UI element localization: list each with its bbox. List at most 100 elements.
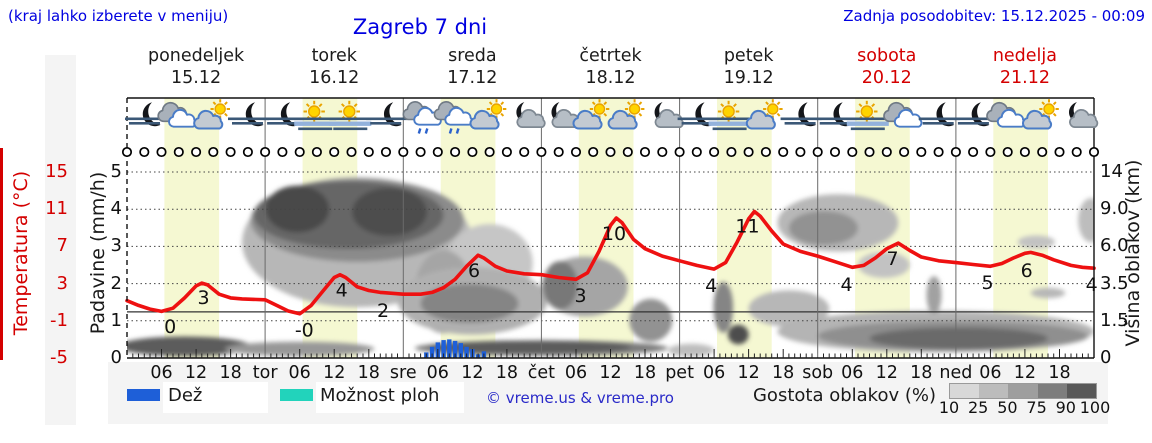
time-tick: 12	[184, 363, 208, 383]
time-tick: 18	[910, 363, 933, 383]
wind-calm-circle	[864, 146, 875, 158]
wind-calm-circle	[156, 146, 167, 158]
density-gradient-segment	[1037, 384, 1067, 398]
density-tick: 10	[938, 398, 960, 417]
day-date: 20.12	[861, 68, 912, 88]
wind-calm-circle	[1019, 146, 1030, 158]
weather-icon-moon-fog	[815, 102, 857, 127]
wind-calm-circle	[916, 146, 927, 158]
left-red-strip	[0, 148, 3, 360]
time-tick: 12	[1013, 363, 1037, 383]
time-tick: 12	[875, 363, 898, 383]
wind-calm-circle	[1054, 146, 1065, 158]
day-abbrev-tick: tor	[252, 363, 278, 383]
time-tick: 18	[1048, 363, 1071, 383]
temperature-value-label: 4	[840, 274, 852, 296]
wind-calm-circle	[260, 146, 271, 158]
wind-calm-circle	[570, 146, 582, 158]
temp-tick: 11	[45, 198, 68, 220]
density-gradient-segment	[1008, 384, 1038, 398]
time-tick: 12	[461, 363, 484, 383]
weather-icon-moon-fog	[918, 102, 960, 127]
wind-calm-circle	[225, 146, 236, 158]
cloud-height-tick: 9.0	[1100, 198, 1129, 220]
wind-calm-circle	[691, 146, 702, 158]
wind-calm-circle	[950, 146, 961, 158]
precip-tick: 1	[110, 309, 122, 331]
temperature-value-label: 6	[468, 260, 480, 282]
weather-icon-moon-fog	[780, 102, 822, 127]
temperature-value-label: 11	[735, 215, 759, 237]
time-tick: 18	[357, 363, 380, 383]
rain-swatch	[127, 389, 160, 401]
temp-tick: 7	[56, 235, 68, 257]
density-tick: 25	[968, 398, 989, 417]
wind-calm-circle	[829, 146, 841, 158]
temp-tick: -5	[50, 347, 68, 368]
wind-calm-circle	[899, 146, 910, 158]
time-tick: 12	[323, 363, 346, 383]
copyright-link[interactable]: © vreme.us & vreme.pro	[486, 389, 674, 407]
time-tick: 18	[219, 363, 242, 383]
day-date: 18.12	[585, 68, 636, 88]
density-tick: 75	[1026, 398, 1047, 417]
wind-calm-circle	[450, 146, 461, 158]
weather-icon-cloudy	[883, 101, 923, 128]
rain-bar	[447, 339, 452, 358]
wind-calm-circle	[346, 146, 357, 158]
time-tick: 12	[599, 363, 622, 383]
temperature-value-label: 3	[198, 287, 210, 309]
time-tick: 18	[772, 363, 795, 383]
weather-icon-moon-fog	[366, 102, 408, 127]
wind-calm-circle	[605, 146, 616, 158]
day-name: nedelja	[992, 46, 1058, 66]
precip-tick: 2	[110, 272, 122, 294]
weather-icon-moon-cloud	[1068, 102, 1099, 129]
wind-calm-circle	[139, 146, 150, 158]
day-date: 21.12	[999, 68, 1050, 88]
cloud-height-tick: 1.5	[1100, 309, 1129, 331]
wind-calm-circle	[881, 146, 892, 158]
precip-tick: 0	[110, 347, 122, 368]
showers-legend-label: Možnost ploh	[320, 385, 440, 406]
weather-icon-cloudy	[157, 101, 197, 128]
wind-calm-circle	[622, 146, 633, 158]
weather-icon-moon-fog	[263, 102, 305, 127]
last-update: Zadnja posodobitev: 15.12.2025 - 00:09	[843, 7, 1145, 25]
temperature-value-label: 4	[1086, 274, 1098, 296]
weather-icon-partly-sunny	[1022, 99, 1059, 130]
wind-calm-circle	[311, 146, 322, 158]
day-abbrev-tick: sre	[389, 363, 417, 383]
wind-calm-circle	[778, 146, 789, 158]
weather-icon-partly-sunny	[469, 99, 507, 130]
day-abbrev-tick: pet	[665, 363, 694, 383]
rain-bar	[429, 346, 435, 358]
temperature-value-label: 4	[705, 275, 717, 297]
temp-tick: 3	[56, 272, 68, 294]
weather-icon-moon-cloud	[654, 102, 684, 129]
day-date: 17.12	[447, 68, 498, 88]
time-tick: 06	[150, 363, 173, 383]
cloud-height-tick: 6.0	[1100, 235, 1129, 257]
wind-calm-circle	[726, 146, 737, 158]
wind-calm-circle	[415, 146, 426, 158]
rain-label-backdrop	[163, 382, 268, 413]
wind-calm-circle	[380, 146, 392, 158]
wind-calm-circle	[467, 146, 478, 158]
time-tick: 06	[702, 363, 726, 383]
wind-calm-circle	[432, 146, 443, 158]
density-tick: 90	[1055, 398, 1076, 417]
wind-calm-circle	[121, 146, 133, 158]
wind-calm-circle	[795, 146, 806, 158]
wind-calm-circle	[398, 146, 409, 158]
weather-icon-moon-fog	[677, 102, 719, 127]
day-name: petek	[723, 46, 774, 66]
showers-swatch	[280, 389, 313, 401]
cloud-height-tick: 0	[1100, 347, 1112, 368]
wind-calm-circle	[812, 146, 823, 158]
wind-calm-circle	[657, 146, 668, 158]
precip-tick: 3	[110, 235, 122, 257]
density-tick: 100	[1079, 398, 1111, 417]
